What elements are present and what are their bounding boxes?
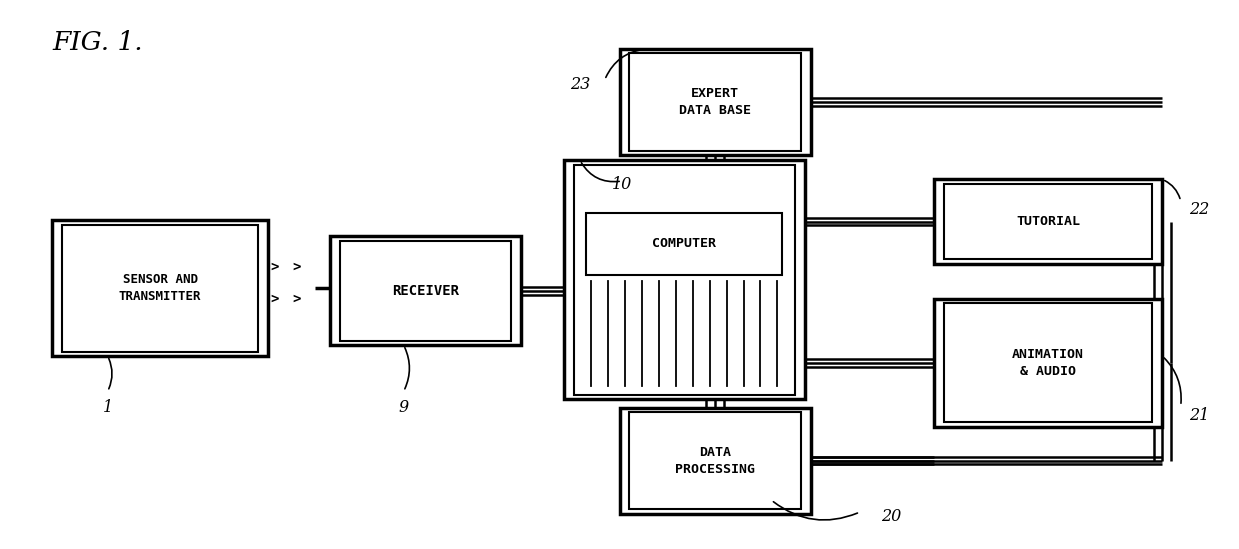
Text: 22: 22 (1189, 201, 1209, 218)
Text: EXPERT
DATA BASE: EXPERT DATA BASE (679, 87, 751, 117)
Text: 20: 20 (881, 508, 901, 525)
Text: ANIMATION
& AUDIO: ANIMATION & AUDIO (1012, 348, 1084, 378)
Bar (934, 180, 1162, 264)
Bar (62, 225, 258, 352)
Text: 21: 21 (1189, 407, 1209, 424)
Bar (629, 53, 800, 150)
Bar (620, 49, 810, 155)
Bar (339, 241, 510, 341)
Bar (629, 412, 800, 509)
Text: FIG. 1.: FIG. 1. (52, 30, 142, 55)
Text: >: > (270, 259, 279, 273)
Text: 10: 10 (612, 176, 632, 193)
Text: 23: 23 (570, 76, 590, 93)
Bar (934, 299, 1162, 427)
Bar (330, 237, 520, 345)
Text: COMPUTER: COMPUTER (652, 237, 716, 250)
Bar (620, 408, 810, 514)
Text: DATA
PROCESSING: DATA PROCESSING (675, 446, 755, 475)
Bar (574, 165, 794, 395)
Bar (52, 220, 268, 356)
Bar (944, 303, 1152, 422)
Bar (564, 160, 804, 400)
Text: RECEIVER: RECEIVER (392, 284, 458, 298)
Text: >: > (292, 292, 301, 306)
Text: SENSOR AND
TRANSMITTER: SENSOR AND TRANSMITTER (119, 273, 201, 303)
Text: >: > (270, 292, 279, 306)
Bar (586, 212, 782, 275)
Text: 9: 9 (399, 399, 409, 416)
Text: 1: 1 (103, 399, 113, 416)
Text: TUTORIAL: TUTORIAL (1016, 215, 1080, 228)
Text: >: > (292, 259, 301, 273)
Bar (944, 184, 1152, 259)
